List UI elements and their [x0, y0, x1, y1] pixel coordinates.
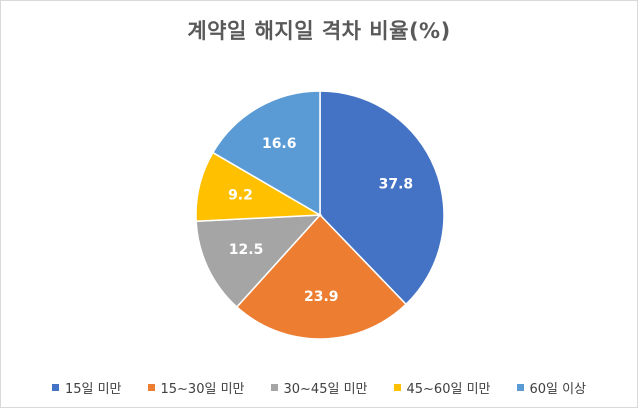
pie-slice-1 — [319, 90, 445, 306]
legend-item-2: 15~30일 미만 — [147, 378, 245, 397]
pie-slice-3 — [195, 214, 322, 309]
legend-swatch-1 — [51, 384, 59, 391]
chart-legend: 15일 미만 15~30일 미만 30~45일 미만 45~60일 미만 60일 이상 — [1, 378, 637, 397]
legend-label-4: 45~60일 미만 — [406, 382, 491, 397]
data-label-4: 9.2 — [228, 188, 253, 204]
legend-swatch-3 — [270, 384, 278, 391]
legend-item-3: 30~45일 미만 — [270, 378, 368, 397]
legend-label-3: 30~45일 미만 — [283, 382, 368, 397]
data-label-3: 12.5 — [229, 242, 264, 258]
pie-data-labels: 37.8 23.9 12.5 9.2 16.6 — [228, 136, 413, 305]
data-label-2: 23.9 — [304, 289, 339, 305]
legend-swatch-2 — [147, 384, 155, 391]
data-label-1: 37.8 — [379, 176, 414, 192]
legend-item-5: 60일 이상 — [516, 378, 587, 397]
pie-slice-2 — [235, 213, 408, 340]
pie-slice-5 — [211, 90, 321, 217]
legend-swatch-5 — [516, 384, 524, 391]
chart-title: 계약일 해지일 격차 비율(%) — [187, 19, 451, 43]
legend-swatch-4 — [393, 384, 401, 391]
pie-slices — [195, 90, 445, 340]
legend-item-4: 45~60일 미만 — [393, 378, 491, 397]
legend-label-5: 60일 이상 — [529, 382, 587, 397]
data-label-5: 16.6 — [262, 136, 297, 152]
legend-item-1: 15일 미만 — [51, 378, 122, 397]
legend-label-1: 15일 미만 — [64, 382, 122, 397]
legend-label-2: 15~30일 미만 — [160, 382, 245, 397]
